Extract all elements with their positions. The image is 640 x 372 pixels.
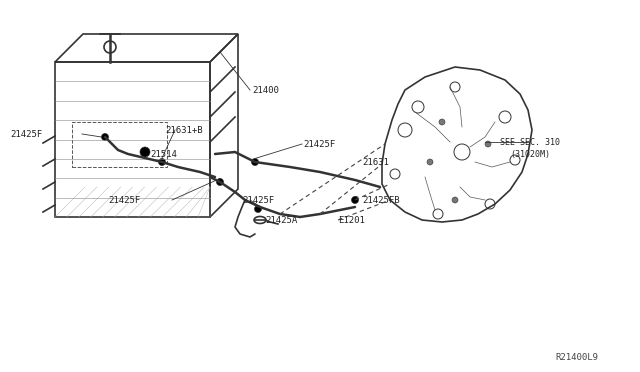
Text: E1201: E1201 bbox=[338, 215, 365, 224]
Circle shape bbox=[216, 179, 223, 186]
Text: 21631: 21631 bbox=[362, 157, 389, 167]
Text: (31020M): (31020M) bbox=[510, 150, 550, 158]
Circle shape bbox=[351, 196, 358, 203]
Circle shape bbox=[140, 147, 150, 157]
Circle shape bbox=[102, 134, 109, 141]
Text: 21425FB: 21425FB bbox=[362, 196, 399, 205]
Bar bbox=[72, 122, 167, 167]
Text: 21425F: 21425F bbox=[10, 129, 42, 138]
Circle shape bbox=[159, 158, 166, 166]
Circle shape bbox=[252, 158, 259, 166]
Text: 21400: 21400 bbox=[252, 86, 279, 94]
Text: 21514: 21514 bbox=[150, 150, 177, 158]
Text: 21631+B: 21631+B bbox=[165, 125, 203, 135]
Text: R21400L9: R21400L9 bbox=[555, 353, 598, 362]
Circle shape bbox=[439, 119, 445, 125]
Circle shape bbox=[452, 197, 458, 203]
Text: 21425F: 21425F bbox=[242, 196, 275, 205]
Text: 21425F: 21425F bbox=[303, 140, 335, 148]
Bar bbox=[55, 62, 210, 217]
Circle shape bbox=[104, 41, 116, 53]
Circle shape bbox=[485, 141, 491, 147]
Text: 21425F: 21425F bbox=[108, 196, 140, 205]
Circle shape bbox=[255, 205, 262, 212]
Text: SEE SEC. 310: SEE SEC. 310 bbox=[500, 138, 560, 147]
Circle shape bbox=[427, 159, 433, 165]
Text: 21425A: 21425A bbox=[265, 215, 297, 224]
